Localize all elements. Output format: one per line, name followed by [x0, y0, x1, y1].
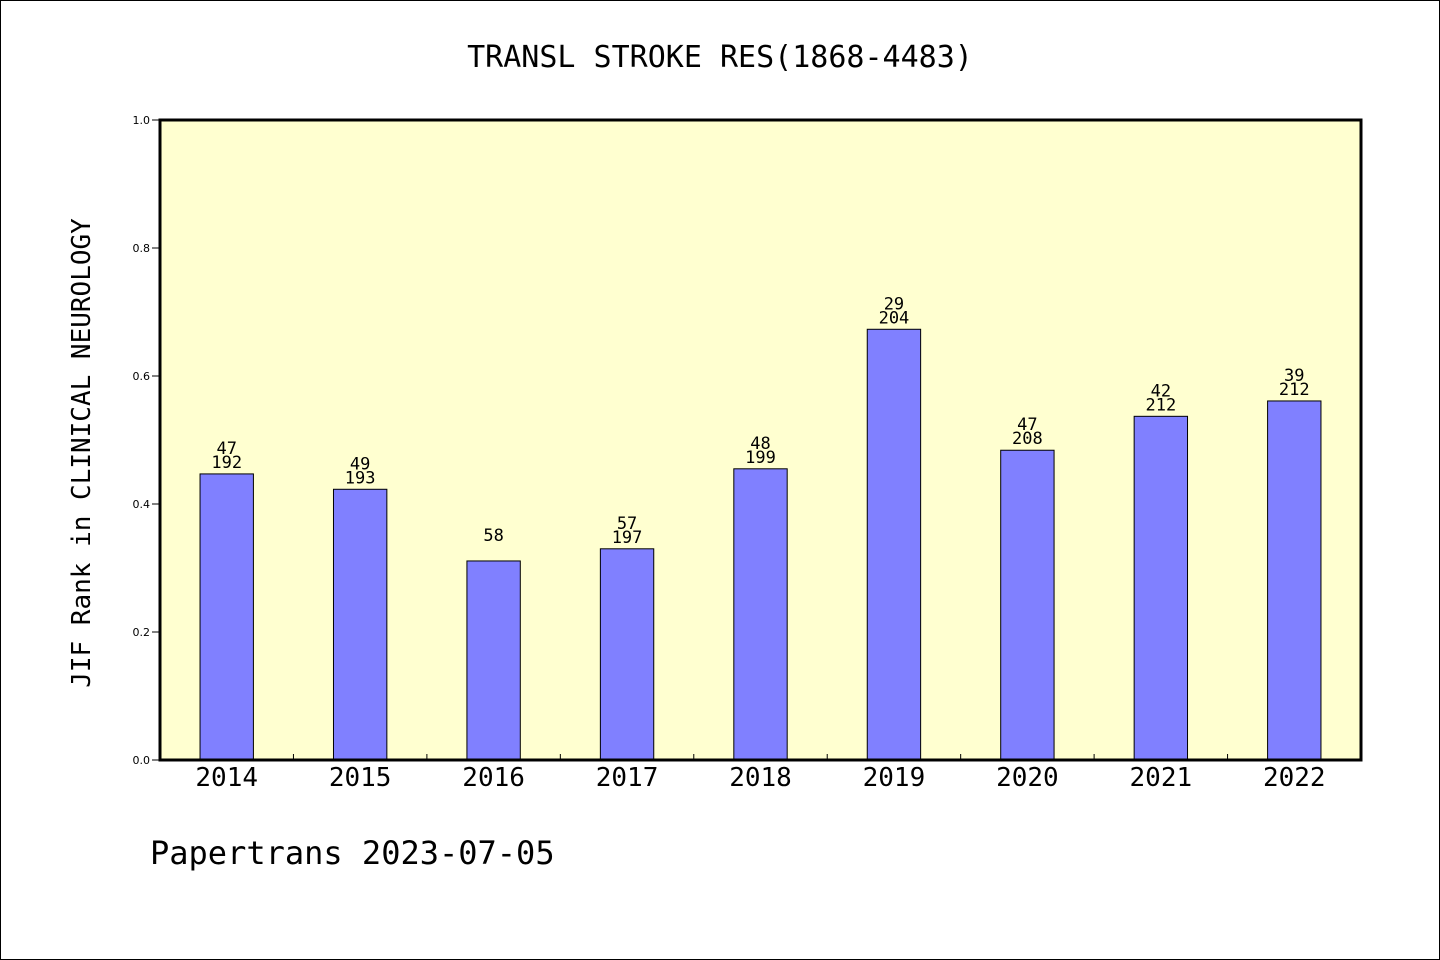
x-tick-label: 2017	[596, 763, 659, 793]
bar-2019	[866, 328, 922, 761]
y-axis: 0.0 0.2 0.4 0.6 0.8 1.0	[133, 114, 160, 767]
bar-total-label: 212	[1279, 380, 1310, 400]
bar-series	[199, 328, 1322, 761]
bar-2022	[1267, 400, 1322, 761]
x-tick-label: 2019	[863, 763, 926, 793]
x-axis: 2014 2015 2016 2017 2018 2019 2020 2021 2022	[195, 754, 1326, 793]
x-tick-label: 2021	[1130, 763, 1193, 793]
bar-rank-label: 57	[617, 514, 637, 534]
bar-rank-label: 47	[1017, 415, 1037, 435]
bar-2018	[733, 468, 788, 761]
bar-rank-label: 29	[884, 294, 904, 314]
bar-rank-label: 58	[483, 526, 503, 546]
bar-rank-label: 49	[350, 454, 370, 474]
bar-total-label: 204	[879, 308, 910, 328]
x-tick-label: 2018	[729, 763, 792, 793]
bar-total-label: 212	[1145, 395, 1176, 415]
bar-rank-label: 47	[216, 439, 236, 459]
bar-rank-label: 48	[750, 434, 770, 454]
x-tick-label: 2022	[1263, 763, 1326, 793]
bar-total-label: 197	[612, 528, 643, 548]
bar-rank-label: 42	[1151, 381, 1171, 401]
y-tick-label: 0.8	[133, 242, 151, 255]
x-tick-label: 2016	[462, 763, 525, 793]
bar-2020	[1000, 449, 1055, 761]
y-tick-label: 0.0	[133, 754, 151, 767]
bar-2015	[332, 488, 388, 761]
bar-2014	[199, 473, 254, 761]
x-tick-label: 2020	[996, 763, 1059, 793]
bar-2017	[599, 548, 655, 761]
x-tick-label: 2015	[329, 763, 392, 793]
bar-total-label: 199	[745, 448, 776, 468]
bar-2016	[466, 560, 521, 761]
plot-border	[158, 118, 1363, 762]
bar-total-label: 193	[345, 468, 376, 488]
bar-2021	[1133, 415, 1189, 761]
watermark: Papertrans 2023-07-05	[150, 834, 555, 872]
y-axis-label: JIF Rank in CLINICAL NEUROLOGY	[67, 218, 97, 688]
y-tick-label: 1.0	[133, 114, 151, 127]
bar-total-label: 208	[1012, 429, 1043, 449]
bar-rank-label: 39	[1284, 366, 1304, 386]
chart-title: TRANSL STROKE RES(1868-4483)	[467, 40, 973, 75]
y-tick-label: 0.6	[133, 370, 151, 383]
y-tick-label: 0.4	[133, 498, 151, 511]
x-tick-label: 2014	[195, 763, 258, 793]
y-tick-label: 0.2	[133, 626, 151, 639]
bar-total-label: 192	[211, 453, 242, 473]
